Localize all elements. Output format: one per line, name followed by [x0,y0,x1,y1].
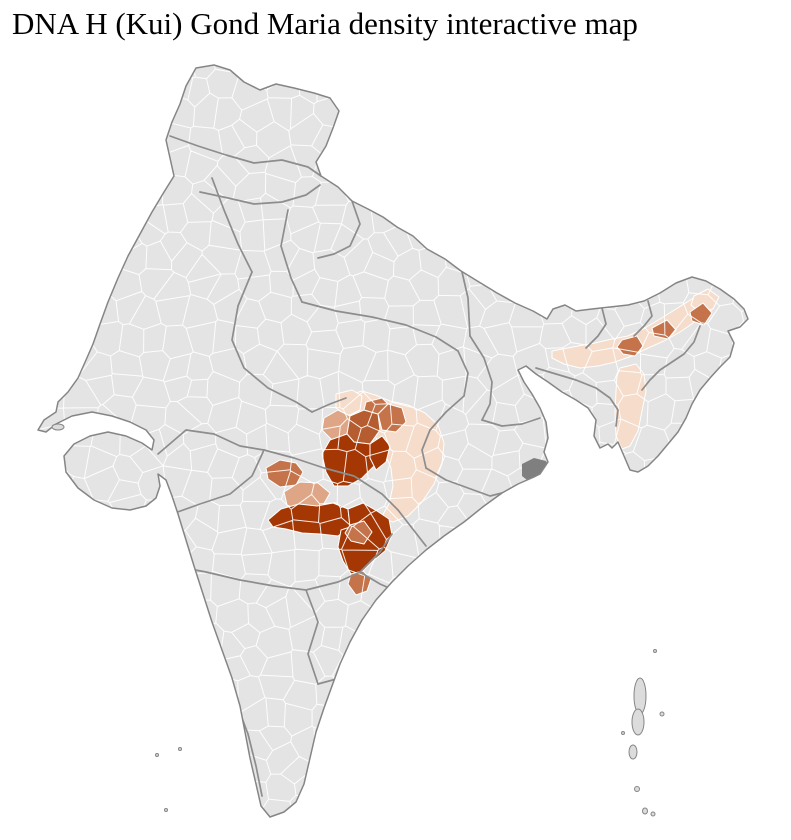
india-density-map[interactable] [0,6,791,840]
state-border-line [397,509,427,547]
state-border-line [157,429,265,455]
island [164,808,168,812]
island [650,811,656,817]
state-border-line [425,467,507,497]
island [653,649,657,653]
island [178,747,182,751]
india-outline [37,64,749,818]
state-border-line [421,395,465,469]
island [659,711,665,717]
state-borders [157,135,701,797]
district-medium-density[interactable] [347,570,372,596]
state-border-line [311,397,347,413]
state-border-line [535,367,619,427]
district-medium-density[interactable] [616,335,644,357]
state-border-line [211,177,253,273]
state-border-line [280,209,303,303]
island [155,753,159,757]
island [631,708,645,736]
district-medium-density[interactable] [363,397,389,415]
state-border-line [317,200,361,259]
island [634,786,640,792]
state-border-line [641,325,701,391]
state-border-line [263,449,399,511]
state-border-line [301,301,469,397]
state-border-line [169,135,322,177]
state-border-line [481,417,541,427]
state-border-line [469,335,493,421]
state-border-line [173,565,361,591]
district-low-density[interactable] [614,363,647,450]
district-medium-density[interactable] [265,459,304,488]
page-title: DNA H (Kui) Gond Maria density interacti… [12,6,638,41]
island [621,731,625,735]
state-border-line [231,271,313,413]
island [633,677,647,715]
state-border-line [633,300,653,337]
island-group [51,423,665,817]
state-border-line [461,271,471,337]
state-border-line [171,449,265,515]
density-districts [265,288,720,596]
state-border-line [585,307,607,349]
state-border-line [359,533,393,573]
island [628,744,638,760]
island [51,423,65,431]
india-landmass-group [38,65,748,817]
state-border-line [199,184,321,205]
map-canvas [0,6,791,840]
island [642,807,648,815]
state-border-line [305,589,319,685]
